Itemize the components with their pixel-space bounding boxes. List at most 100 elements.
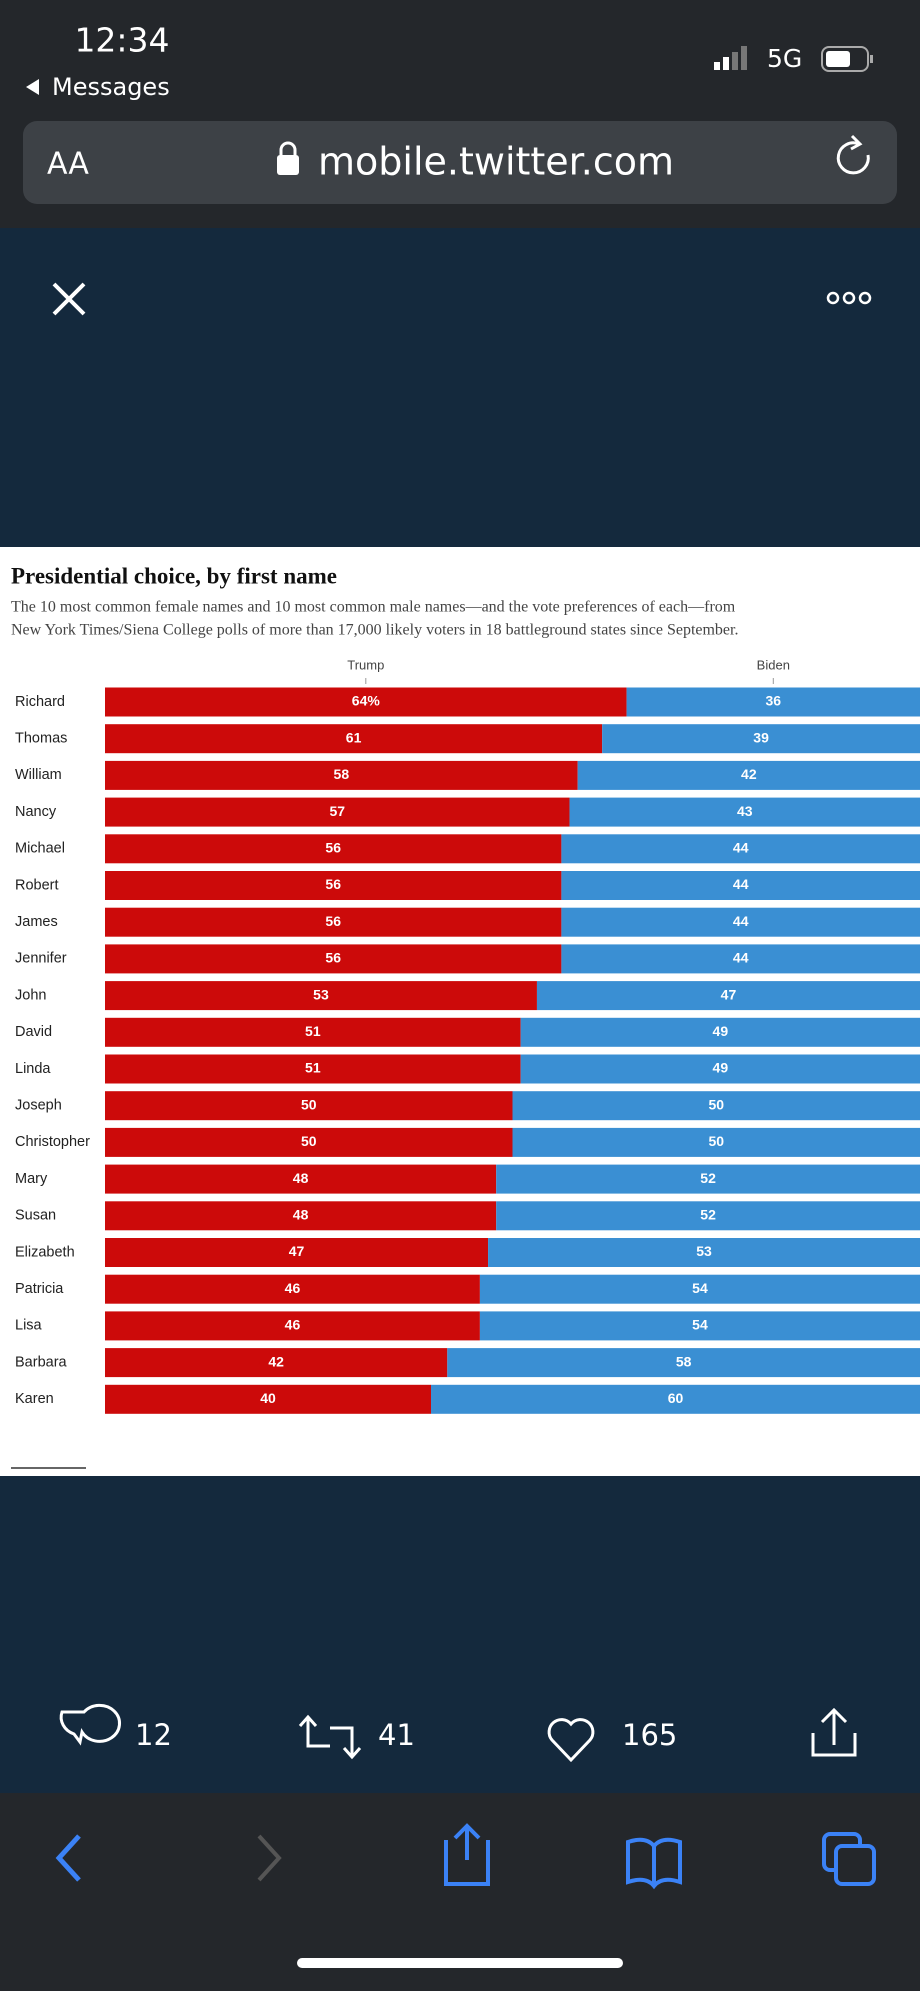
bar-segment — [105, 1201, 497, 1231]
bar-segment — [105, 797, 570, 827]
category-label: John — [15, 987, 46, 1003]
value-label: 46 — [285, 1317, 301, 1333]
category-label: Joseph — [15, 1098, 62, 1114]
reply-button[interactable] — [59, 1703, 121, 1746]
bar-segment — [105, 1384, 431, 1414]
address-bar[interactable] — [23, 121, 897, 204]
value-label: 43 — [737, 803, 753, 819]
category-label: Michael — [15, 841, 65, 857]
category-label: Robert — [15, 877, 59, 893]
forward-button — [257, 1834, 282, 1882]
tabs-button[interactable] — [822, 1832, 876, 1886]
bar-segment — [105, 1127, 513, 1157]
bar-segment — [561, 871, 920, 900]
value-label: 51 — [305, 1060, 321, 1076]
like-button[interactable] — [547, 1718, 595, 1763]
value-label: 50 — [301, 1096, 317, 1112]
value-label: 57 — [329, 803, 345, 819]
bar-segment — [105, 1091, 513, 1121]
value-label: 53 — [313, 986, 329, 1002]
bar-segment — [496, 1164, 920, 1194]
reload-icon[interactable] — [836, 134, 870, 175]
bar-segment — [105, 760, 578, 790]
category-label: Elizabeth — [15, 1244, 75, 1260]
home-indicator — [297, 1958, 623, 1968]
bar-segment — [105, 687, 627, 717]
category-label: James — [15, 914, 58, 930]
value-label: 54 — [692, 1317, 708, 1333]
value-label: 61 — [346, 729, 362, 745]
category-label: Nancy — [15, 804, 57, 820]
bar-segment — [496, 1201, 920, 1231]
bar-segment — [105, 871, 562, 900]
value-label: 56 — [325, 840, 341, 856]
category-label: Christopher — [15, 1134, 90, 1150]
back-arrow-icon — [26, 79, 39, 95]
network-label: 5G — [767, 44, 802, 73]
battery-icon — [821, 46, 873, 72]
bar-segment — [105, 981, 537, 1011]
value-label: 58 — [334, 766, 350, 782]
chart-title: Presidential choice, by first name — [11, 563, 337, 588]
value-label: 50 — [708, 1096, 724, 1112]
value-label: 44 — [733, 950, 749, 966]
bar-segment — [626, 687, 920, 717]
bar-segment — [105, 1017, 521, 1047]
category-label: Susan — [15, 1208, 56, 1224]
bar-segment — [512, 1091, 920, 1121]
value-label: 48 — [293, 1207, 309, 1223]
value-label: 46 — [285, 1280, 301, 1296]
signal-icon — [714, 46, 747, 70]
value-label: 49 — [713, 1023, 729, 1039]
share-page-button[interactable] — [444, 1823, 490, 1886]
value-label: 42 — [268, 1353, 284, 1369]
bar-segment — [479, 1311, 920, 1341]
value-label: 54 — [692, 1280, 708, 1296]
back-to-messages[interactable]: Messages — [52, 73, 170, 101]
category-label: Karen — [15, 1391, 54, 1407]
bar-segment — [479, 1274, 920, 1304]
value-label: 51 — [305, 1023, 321, 1039]
bar-segment — [602, 724, 920, 754]
value-label: 52 — [700, 1207, 716, 1223]
bar-segment — [536, 981, 920, 1011]
value-label: 56 — [325, 876, 341, 892]
bar-segment — [561, 944, 920, 974]
series-label: Trump — [347, 657, 384, 672]
bar-segment — [569, 797, 920, 827]
more-button[interactable] — [826, 291, 872, 305]
category-label: David — [15, 1024, 52, 1040]
value-label: 50 — [708, 1133, 724, 1149]
url[interactable]: mobile.twitter.com — [318, 140, 674, 184]
category-label: Linda — [15, 1061, 51, 1077]
bar-segment — [105, 1348, 448, 1378]
bar-segment — [520, 1017, 920, 1047]
category-label: Jennifer — [15, 951, 67, 967]
value-label: 56 — [325, 950, 341, 966]
chart-subtitle: New York Times/Siena College polls of mo… — [11, 622, 738, 639]
bookmarks-button[interactable] — [626, 1837, 682, 1890]
bar-segment — [105, 944, 562, 974]
close-button[interactable] — [52, 282, 86, 316]
back-button[interactable] — [55, 1834, 81, 1882]
clock: 12:34 — [74, 21, 169, 60]
bar-segment — [577, 760, 920, 790]
bar-segment — [105, 834, 562, 864]
retweet-button[interactable] — [298, 1714, 362, 1760]
category-label: Thomas — [15, 731, 67, 747]
share-button[interactable] — [811, 1707, 857, 1757]
bar-segment — [105, 1164, 497, 1194]
text-size-button[interactable]: AA — [47, 147, 89, 182]
value-label: 47 — [721, 986, 737, 1002]
bar-segment — [105, 1054, 521, 1084]
value-label: 44 — [733, 840, 749, 856]
bar-segment — [561, 834, 920, 864]
value-label: 44 — [733, 913, 749, 929]
bar-segment — [512, 1127, 920, 1157]
value-label: 42 — [741, 766, 757, 782]
bar-segment — [447, 1348, 920, 1378]
lock-icon — [277, 141, 299, 175]
bar-segment — [561, 907, 920, 937]
value-label: 60 — [668, 1390, 684, 1406]
